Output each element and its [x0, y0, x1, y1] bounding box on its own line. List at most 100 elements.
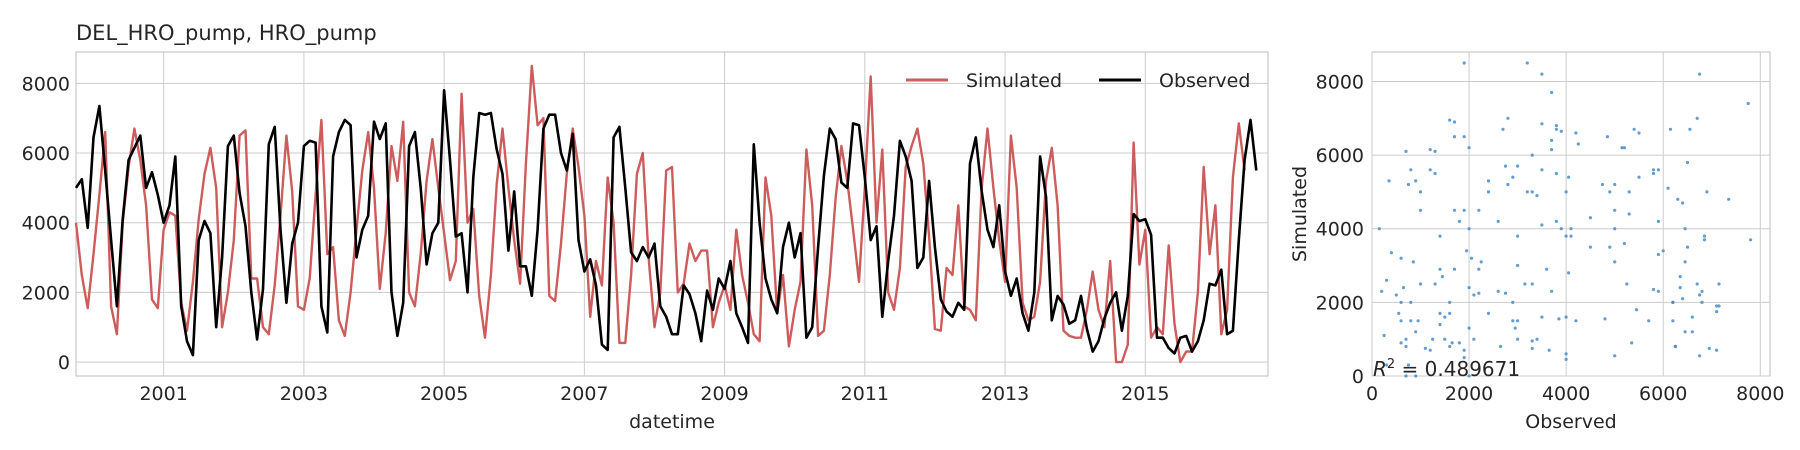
scatter-point [1717, 304, 1721, 308]
scatter-point [1448, 118, 1452, 122]
scatter-point [1411, 260, 1415, 264]
scatter-point [1540, 315, 1544, 319]
x-tick-label: 2011 [841, 383, 889, 405]
y-tick-label: 6000 [22, 143, 70, 165]
scatter-point [1695, 116, 1699, 120]
scatter-point [1499, 344, 1503, 349]
scatter-point [1438, 322, 1442, 327]
scatter-point [1683, 227, 1687, 231]
scatter-point [1452, 267, 1457, 271]
scatter-point [1550, 289, 1554, 293]
scatter-point [1681, 201, 1685, 205]
scatter-point [1564, 315, 1568, 319]
scatter-point [1399, 256, 1403, 260]
scatter-plot-area [1371, 51, 1771, 377]
scatter-point [1550, 90, 1554, 95]
y-tick-label: 4000 [22, 213, 70, 235]
scatter-point [1647, 319, 1651, 323]
scatter-point [1530, 282, 1534, 286]
scatter-point [1387, 179, 1391, 183]
scatter-point [1406, 363, 1410, 367]
scatter-points [1377, 61, 1753, 378]
scatter-point [1613, 354, 1617, 358]
time-series-legend[interactable]: Simulated Observed [906, 70, 1250, 92]
scatter-point [1651, 168, 1656, 172]
scatter-point [1698, 72, 1702, 76]
scatter-point [1547, 348, 1551, 352]
scatter-point [1613, 260, 1617, 264]
legend-label-simulated: Simulated [966, 70, 1062, 92]
scatter-point [1513, 326, 1517, 330]
time-series-x-axis-label: datetime [629, 411, 715, 433]
scatter-point [1557, 317, 1561, 321]
scatter-point [1457, 219, 1461, 223]
scatter-point [1467, 146, 1471, 150]
scatter-point [1700, 300, 1704, 304]
x-tick-label: 2005 [420, 383, 468, 405]
scatter-point [1627, 212, 1631, 216]
scatter-point [1409, 168, 1413, 172]
scatter-point [1567, 175, 1571, 179]
scatter-point [1707, 346, 1711, 350]
scatter-point [1717, 282, 1721, 286]
scatter-point [1404, 337, 1408, 341]
scatter-point [1746, 101, 1750, 106]
scatter-point [1525, 190, 1529, 194]
scatter-point [1428, 348, 1432, 352]
scatter-point [1681, 297, 1685, 301]
scatter-point [1530, 190, 1534, 194]
scatter-point [1433, 282, 1437, 286]
scatter-point [1418, 282, 1423, 286]
scatter-point [1600, 182, 1605, 187]
scatter-point [1523, 282, 1527, 286]
scatter-point [1399, 319, 1403, 323]
scatter-point [1613, 182, 1617, 187]
scatter-point [1399, 300, 1403, 304]
scatter-y-axis-label: Simulated [1289, 166, 1311, 262]
scatter-point [1409, 300, 1413, 304]
scatter-point [1685, 245, 1690, 249]
scatter-point [1688, 127, 1692, 131]
scatter-point [1506, 116, 1510, 120]
scatter-point [1506, 182, 1510, 187]
x-tick-label: 2001 [139, 383, 187, 405]
scatter-point [1486, 190, 1491, 194]
scatter-point [1627, 190, 1631, 194]
scatter-point [1683, 260, 1687, 264]
scatter-point [1465, 249, 1469, 253]
scatter-point [1467, 326, 1471, 330]
scatter-point [1423, 346, 1427, 350]
scatter-point [1516, 263, 1520, 268]
scatter-point [1477, 267, 1481, 271]
scatter-point [1535, 194, 1539, 198]
scatter-point [1516, 234, 1520, 238]
scatter-point [1472, 293, 1476, 297]
scatter-point [1545, 267, 1549, 271]
scatter-point [1496, 289, 1500, 293]
scatter-point [1486, 179, 1491, 183]
scatter-point [1540, 223, 1544, 227]
scatter-point [1530, 153, 1534, 157]
scatter-point [1613, 208, 1617, 212]
scatter-point [1450, 341, 1454, 345]
scatter-point [1443, 337, 1447, 341]
scatter-point [1428, 168, 1432, 172]
scatter-point [1574, 319, 1578, 323]
scatter-point [1749, 238, 1753, 242]
scatter-point [1448, 300, 1452, 304]
scatter-point [1661, 249, 1665, 253]
scatter-point [1588, 245, 1592, 249]
scatter-point [1433, 149, 1437, 153]
scatter-point [1399, 341, 1403, 345]
scatter-point [1608, 190, 1612, 194]
y-tick-label: 2000 [1316, 292, 1364, 314]
x-tick-label: 2015 [1121, 383, 1169, 405]
scatter-point [1448, 344, 1452, 349]
scatter-point [1702, 238, 1707, 242]
scatter-point [1496, 219, 1500, 223]
scatter-point [1503, 291, 1508, 295]
scatter-point [1401, 286, 1406, 290]
scatter-point [1530, 339, 1534, 343]
scatter-point [1511, 300, 1515, 304]
